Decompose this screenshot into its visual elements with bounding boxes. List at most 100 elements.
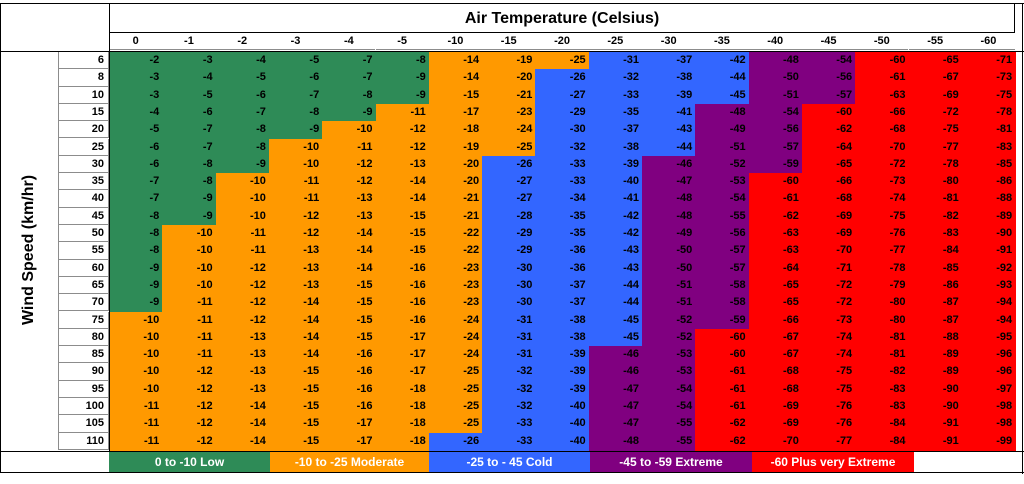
wind-chill-cell: -52 bbox=[695, 155, 750, 175]
temp-header: -3 bbox=[268, 33, 323, 50]
wind-chill-cell: -17 bbox=[375, 363, 430, 382]
wind-chill-cell: -14 bbox=[322, 225, 377, 244]
wind-chill-cell: -12 bbox=[268, 207, 324, 226]
wind-chill-cell: -69 bbox=[908, 86, 963, 105]
wind-chill-cell: -33 bbox=[588, 86, 643, 105]
wind-chill-cell: -10 bbox=[109, 363, 164, 382]
wind-chill-cell: -12 bbox=[215, 311, 270, 330]
wind-chill-cell: -15 bbox=[268, 415, 324, 434]
wind-chill-cell: -13 bbox=[215, 328, 270, 348]
wind-speed-header: 65 bbox=[58, 276, 109, 295]
wind-chill-cell: -30 bbox=[482, 294, 537, 313]
wind-chill-cell: -15 bbox=[322, 294, 377, 313]
wind-chill-cell: -60 bbox=[695, 346, 750, 365]
wind-chill-cell: -54 bbox=[642, 380, 697, 399]
wind-chill-cell: -12 bbox=[162, 415, 217, 434]
wind-chill-cell: -30 bbox=[482, 276, 537, 296]
grid-line bbox=[1022, 3, 1023, 474]
wind-chill-cell: -13 bbox=[268, 276, 324, 296]
temp-header: -5 bbox=[375, 33, 429, 50]
wind-chill-cell: -52 bbox=[642, 328, 697, 348]
wind-chill-cell: -28 bbox=[482, 207, 537, 226]
wind-chill-cell: -15 bbox=[322, 311, 377, 330]
wind-chill-cell: -24 bbox=[428, 311, 484, 330]
wind-chill-cell: -48 bbox=[748, 52, 803, 71]
wind-chill-cell: -78 bbox=[908, 155, 963, 175]
legend-item: -45 to -59 Extreme bbox=[590, 451, 752, 472]
wind-chill-cell: -76 bbox=[801, 415, 857, 434]
wind-chill-cell: -44 bbox=[588, 276, 643, 296]
wind-chill-cell: -54 bbox=[801, 52, 857, 71]
wind-chill-cell: -32 bbox=[588, 69, 643, 88]
wind-chill-cell: -23 bbox=[482, 103, 537, 123]
wind-chill-cell: -51 bbox=[695, 138, 750, 157]
wind-chill-cell: -14 bbox=[268, 328, 324, 348]
wind-chill-cell: -11 bbox=[109, 432, 164, 451]
wind-chill-cell: -25 bbox=[535, 52, 590, 71]
wind-chill-cell: -16 bbox=[375, 259, 430, 278]
wind-chill-cell: -9 bbox=[109, 259, 164, 278]
wind-chill-cell: -12 bbox=[162, 380, 217, 399]
wind-chill-cell: -10 bbox=[162, 242, 217, 261]
wind-chill-cell: -48 bbox=[642, 190, 697, 209]
wind-chill-cell: -7 bbox=[322, 52, 377, 71]
wind-chill-cell: -38 bbox=[642, 69, 697, 88]
wind-chill-cell: -72 bbox=[855, 155, 910, 175]
grid-line bbox=[0, 471, 1024, 473]
wind-chill-cell: -7 bbox=[322, 69, 377, 88]
wind-speed-header: 75 bbox=[58, 311, 109, 329]
chart-title: Air Temperature (Celsius) bbox=[109, 3, 1016, 33]
wind-chill-cell: -9 bbox=[109, 294, 164, 313]
wind-chill-cell: -23 bbox=[428, 294, 484, 313]
wind-chill-cell: -10 bbox=[215, 207, 270, 226]
wind-chill-cell: -47 bbox=[642, 173, 697, 192]
wind-chill-cell: -36 bbox=[535, 242, 590, 261]
wind-chill-cell: -8 bbox=[268, 103, 324, 123]
wind-chill-cell: -73 bbox=[801, 311, 857, 330]
wind-chill-cell: -21 bbox=[428, 190, 484, 209]
wind-chill-cell: -10 bbox=[162, 259, 217, 278]
wind-chill-cell: -56 bbox=[695, 225, 750, 244]
wind-chill-cell: -25 bbox=[482, 138, 537, 157]
wind-chill-cell: -75 bbox=[801, 363, 857, 382]
wind-chill-cell: -79 bbox=[855, 276, 910, 296]
wind-chill-cell: -12 bbox=[375, 138, 430, 157]
wind-chill-cell: -23 bbox=[428, 276, 484, 296]
temp-header: -35 bbox=[695, 33, 749, 50]
wind-chill-cell: -14 bbox=[215, 432, 270, 451]
wind-chill-cell: -31 bbox=[588, 52, 643, 71]
wind-chill-cell: -87 bbox=[908, 311, 963, 330]
wind-chill-cell: -61 bbox=[855, 69, 910, 88]
wind-chill-cell: -42 bbox=[695, 52, 750, 71]
wind-chill-cell: -72 bbox=[801, 294, 857, 313]
wind-chill-cell: -26 bbox=[535, 69, 590, 88]
wind-chill-cell: -10 bbox=[268, 138, 324, 157]
wind-chill-cell: -63 bbox=[748, 225, 803, 244]
wind-chill-cell: -7 bbox=[109, 173, 164, 192]
wind-chill-cell: -64 bbox=[748, 259, 803, 278]
wind-chill-cell: -6 bbox=[109, 155, 164, 175]
wind-chill-cell: -71 bbox=[801, 259, 857, 278]
wind-chill-cell: -35 bbox=[588, 103, 643, 123]
wind-chill-cell: -83 bbox=[908, 225, 963, 244]
wind-chill-cell: -9 bbox=[215, 155, 270, 175]
wind-chill-cell: -75 bbox=[801, 380, 857, 399]
wind-chill-cell: -13 bbox=[322, 207, 377, 226]
wind-chill-cell: -70 bbox=[748, 432, 803, 451]
wind-chill-cell: -73 bbox=[961, 69, 1017, 88]
wind-chill-cell: -3 bbox=[109, 86, 164, 105]
wind-chill-cell: -22 bbox=[428, 242, 484, 261]
wind-chill-cell: -45 bbox=[588, 311, 643, 330]
wind-chill-cell: -19 bbox=[482, 52, 537, 71]
wind-chill-cell: -88 bbox=[908, 328, 963, 348]
wind-chill-cell: -15 bbox=[268, 398, 324, 417]
wind-chill-cell: -12 bbox=[162, 432, 217, 451]
wind-chill-cell: -55 bbox=[642, 432, 697, 451]
wind-chill-cell: -42 bbox=[588, 207, 643, 226]
wind-chill-cell: -45 bbox=[588, 328, 643, 348]
wind-chill-cell: -10 bbox=[268, 155, 324, 175]
y-axis-label: Wind Speed (km/hr) bbox=[20, 174, 37, 325]
wind-chill-cell: -38 bbox=[588, 138, 643, 157]
wind-chill-cell: -17 bbox=[375, 328, 430, 348]
